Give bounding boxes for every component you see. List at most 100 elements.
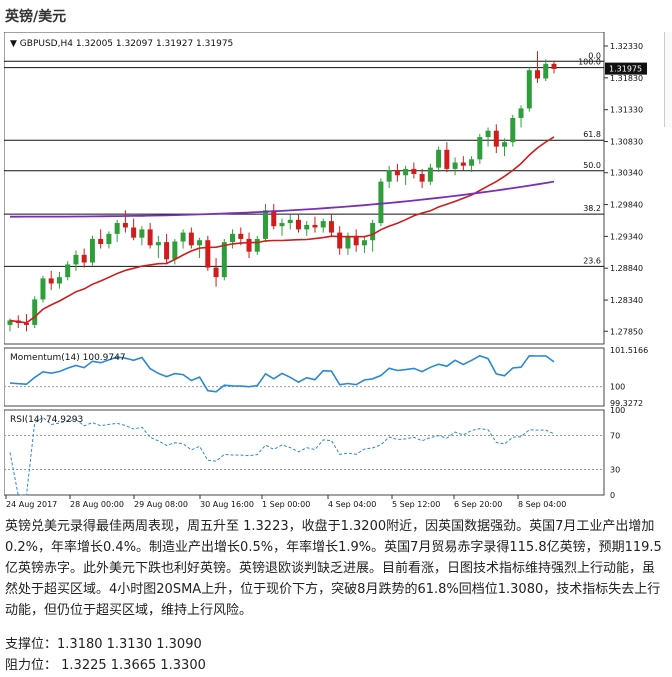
- current-price-box: [605, 62, 647, 75]
- candle-body: [56, 277, 62, 284]
- momentum-pane-frame: [3, 347, 605, 407]
- momentum-label: Momentum(14) 100.9747: [10, 353, 126, 363]
- candle-body: [312, 224, 318, 228]
- candle-body: [411, 168, 417, 174]
- chart-symbol-header: ▼ GBPUSD,H4 1.32005 1.32097 1.31927 1.31…: [10, 39, 233, 49]
- fib-label: 50.0: [583, 161, 601, 170]
- candle-body: [378, 181, 384, 224]
- x-tick-label: 29 Aug 08:00: [134, 500, 188, 509]
- fib-label: 100.0: [578, 58, 601, 67]
- candle-body: [518, 108, 524, 118]
- support-row: 支撑位：1.3180 1.3130 1.3090: [5, 634, 206, 655]
- sma-slow-line: [10, 180, 555, 218]
- rsi-tick-label: 30: [610, 466, 620, 475]
- candle-body: [32, 299, 38, 325]
- chart-panel: 0.0 23.6 38.2 50.0 61.8 100.0 1.32330 1.31830 1…: [3, 31, 666, 512]
- x-tick-label: 5 Sep 12:00: [392, 500, 440, 509]
- candle-body: [460, 162, 466, 166]
- candle-body: [345, 235, 351, 249]
- price-tick-label: 1.31330: [610, 106, 643, 115]
- candle-body: [106, 233, 112, 245]
- price-tick-label: 1.30340: [610, 169, 643, 178]
- candle-body: [320, 221, 326, 228]
- candle-body: [452, 162, 458, 169]
- resistance-label: 阻力位：: [5, 658, 58, 673]
- x-tick-label: 28 Aug 00:00: [70, 500, 124, 509]
- x-tick-label: 6 Sep 20:00: [454, 500, 502, 509]
- fibonacci-layer: 0.0 23.6 38.2 50.0 61.8 100.0: [4, 51, 604, 267]
- window-scroll-strip[interactable]: [664, 32, 672, 127]
- candle-body: [304, 224, 310, 230]
- fib-label: 0.0: [588, 51, 601, 60]
- candle-body: [65, 264, 71, 278]
- candle-body: [493, 130, 499, 147]
- price-tick-label: 1.30830: [610, 138, 643, 147]
- candle-body: [551, 63, 557, 69]
- candle-body: [246, 238, 252, 252]
- momentum-line: [9, 354, 555, 393]
- rsi-line: [9, 416, 555, 496]
- candle-body: [205, 240, 211, 268]
- current-price-label: 1.31975: [609, 65, 642, 74]
- fib-label: 38.2: [583, 204, 601, 213]
- analysis-text: 英镑兑美元录得最佳两周表现，周五升至 1.3223，收盘于1.3200附近，因英…: [5, 519, 662, 618]
- candle-body: [155, 242, 161, 246]
- moving-averages-layer: [9, 136, 555, 324]
- candle-body: [502, 142, 508, 147]
- resistance-row: 阻力位： 1.3225 1.3665 1.3300: [5, 655, 206, 676]
- candle-body: [114, 223, 120, 234]
- price-tick-label: 1.29840: [610, 201, 643, 210]
- x-tick-label: 1 Sep 00:00: [262, 500, 310, 509]
- price-tick-label: 1.31830: [610, 74, 643, 83]
- candle-body: [131, 227, 137, 238]
- candle-body: [263, 210, 269, 239]
- candle-body: [394, 170, 400, 176]
- candle-body: [188, 232, 194, 246]
- candle-body: [337, 232, 343, 249]
- x-tick-label: 8 Sep 04:00: [518, 500, 566, 509]
- candle-body: [444, 149, 450, 169]
- candle-body: [180, 232, 186, 242]
- sma-fast-line: [9, 136, 555, 324]
- candle-body: [526, 70, 532, 109]
- candle-body: [427, 167, 433, 182]
- rsi-tick-label: 0: [610, 491, 615, 500]
- candle-body: [477, 137, 483, 160]
- rsi-tick-label: 100: [610, 406, 625, 415]
- candle-body: [89, 238, 95, 263]
- momentum-tick-label: 100: [610, 383, 625, 392]
- candle-body: [73, 254, 79, 265]
- candle-body: [543, 63, 549, 79]
- fib-label: 23.6: [583, 256, 601, 265]
- candle-body: [271, 210, 277, 227]
- candle-body: [403, 168, 409, 176]
- x-tick-label: 24 Aug 2017: [6, 500, 57, 509]
- x-tick-label: 4 Sep 04:00: [328, 500, 376, 509]
- candle-body: [230, 233, 236, 243]
- x-tick-label: 30 Aug 16:00: [200, 500, 254, 509]
- candle-body: [436, 149, 442, 168]
- candle-body: [353, 235, 359, 246]
- candle-body: [147, 229, 153, 246]
- candle-body: [172, 241, 178, 260]
- levels-block: 支撑位：1.3180 1.3130 1.3090 阻力位： 1.3225 1.3…: [5, 634, 206, 676]
- candle-body: [419, 173, 425, 182]
- candle-body: [164, 242, 170, 260]
- candle-body: [328, 221, 334, 233]
- candle-body: [48, 278, 54, 284]
- price-tick-label: 1.29340: [610, 232, 643, 241]
- candle-body: [7, 320, 13, 325]
- candle-body: [213, 267, 219, 278]
- fib-label: 61.8: [583, 130, 601, 139]
- candle-body: [81, 254, 87, 263]
- candle-body: [295, 219, 301, 230]
- candle-body: [469, 159, 475, 166]
- candle-body: [122, 223, 128, 228]
- candle-body: [485, 130, 491, 138]
- candle-body: [535, 70, 541, 79]
- x-axis-labels-layer: 24 Aug 2017 28 Aug 00:00 29 Aug 08:00 30 Au…: [5, 495, 566, 509]
- candle-body: [370, 223, 376, 241]
- candle-body: [279, 223, 285, 227]
